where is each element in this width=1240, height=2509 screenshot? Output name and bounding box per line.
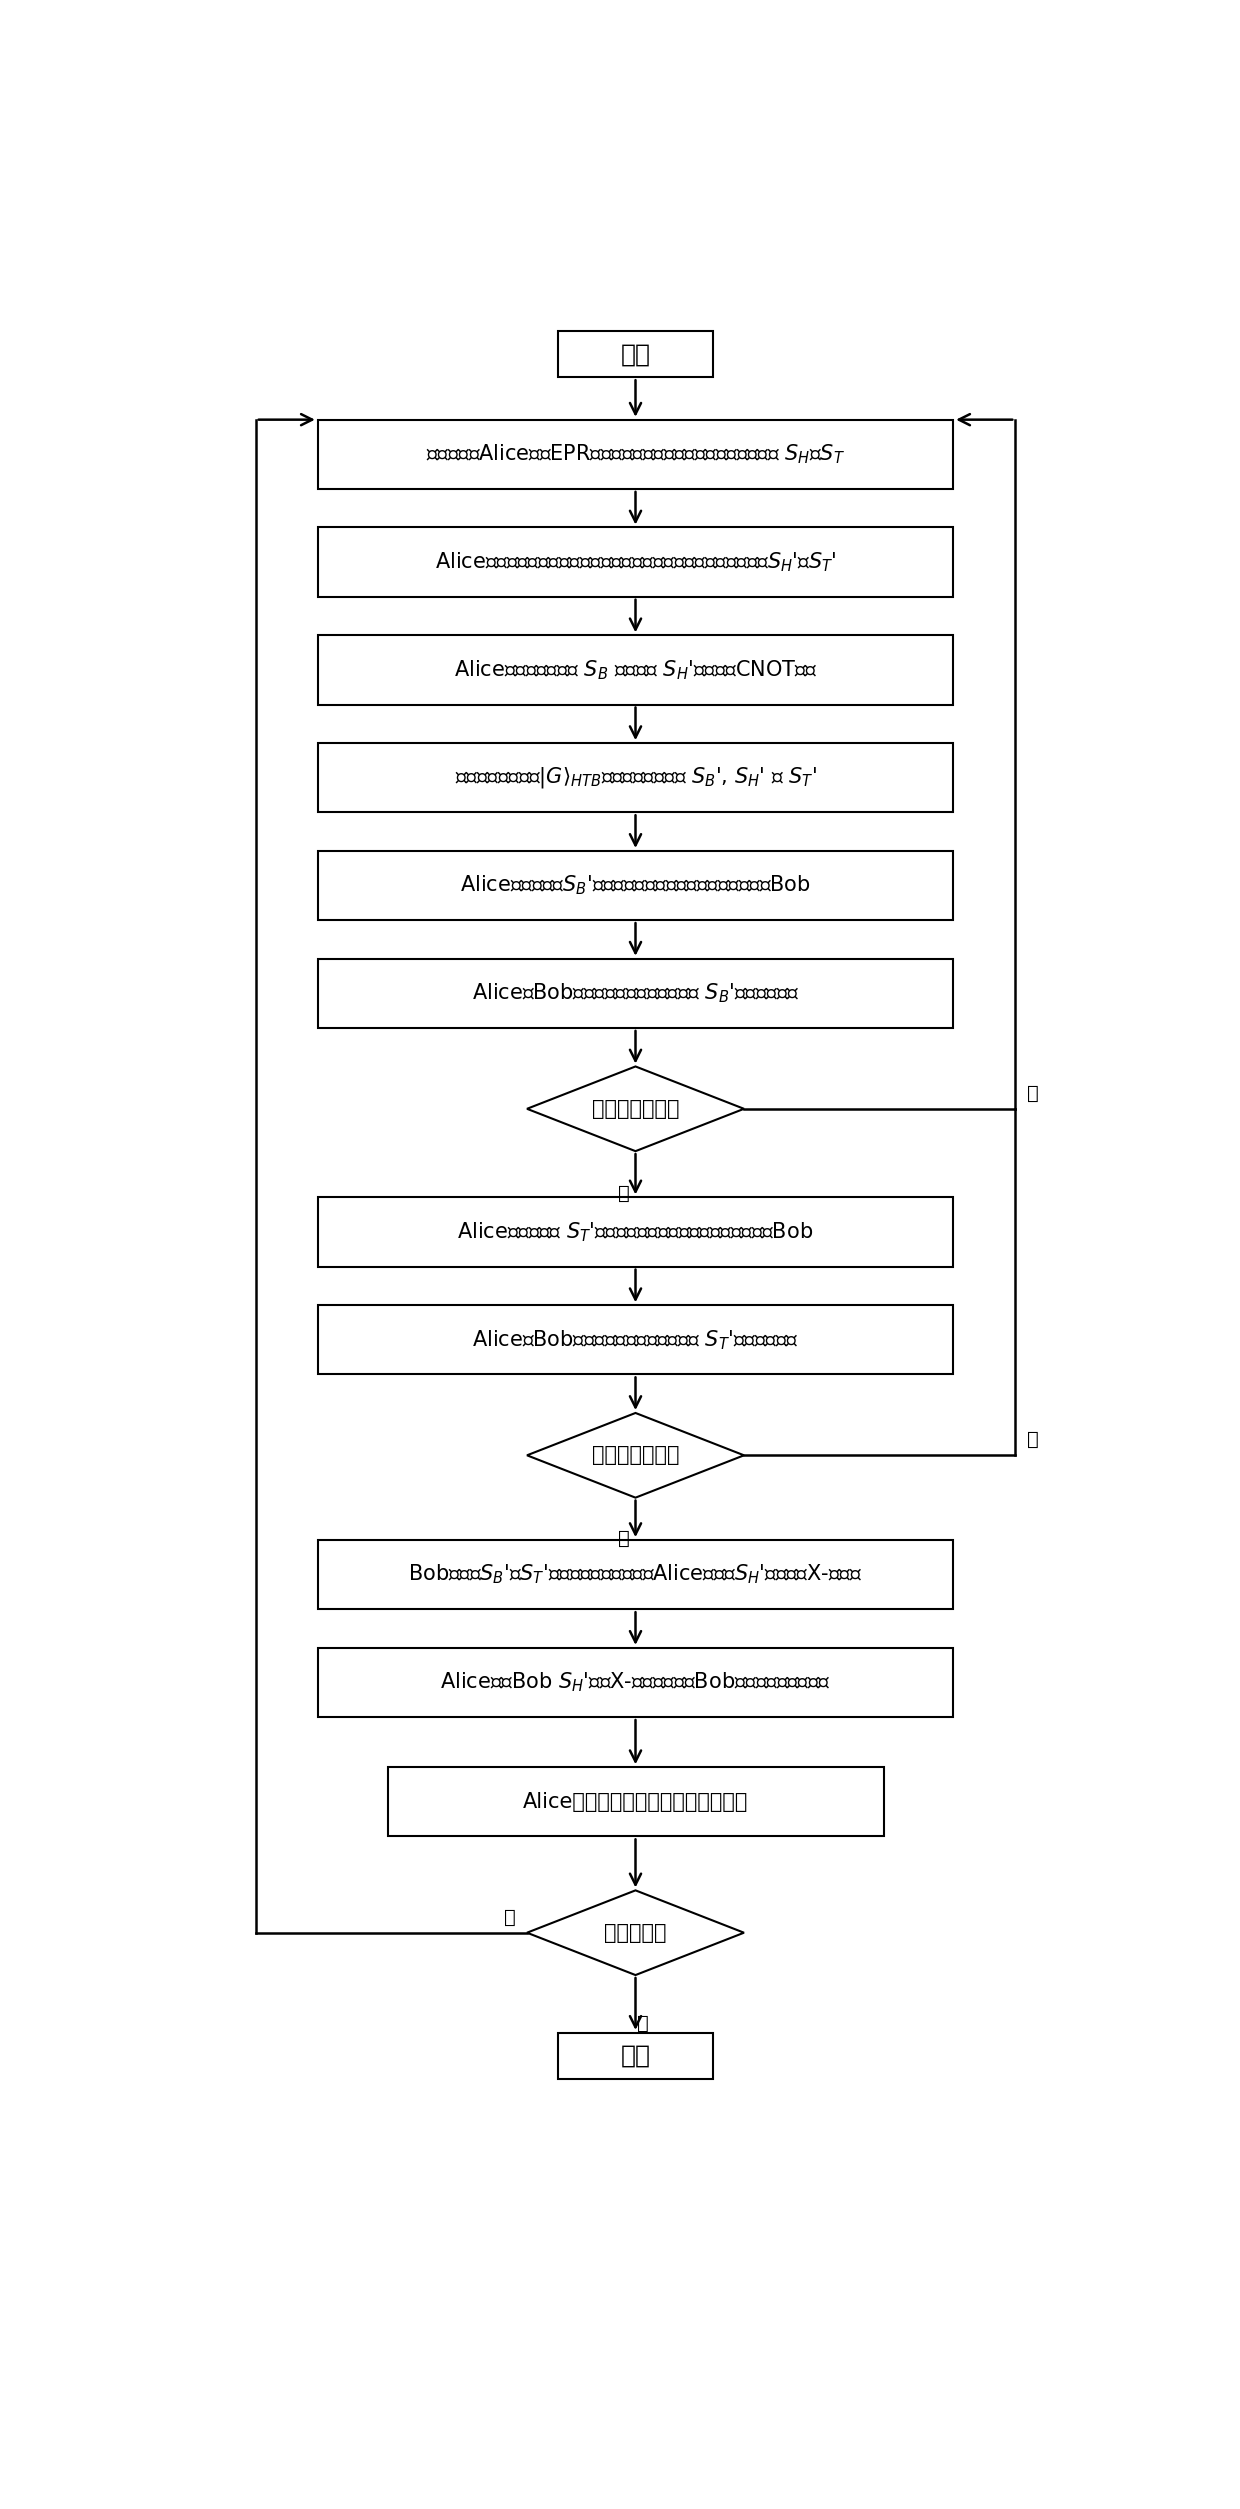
Text: 否: 否: [1027, 1430, 1039, 1450]
Bar: [317, 1648, 954, 1716]
Text: Alice告知Bob $S_H$'序列X-基测量结果，Bob最终解码出秘密消息: Alice告知Bob $S_H$'序列X-基测量结果，Bob最终解码出秘密消息: [440, 1671, 831, 1694]
Text: 信息发送方Alice制备EPR光子对，并将其分成两个有序的光子序列 $S_H$和$S_T$: 信息发送方Alice制备EPR光子对，并将其分成两个有序的光子序列 $S_H$和…: [427, 442, 844, 467]
Bar: [387, 1766, 883, 1837]
Bar: [317, 1541, 954, 1608]
Text: 是否安全传输？: 是否安全传输？: [591, 1099, 680, 1119]
Bar: [317, 851, 954, 921]
Text: Alice向光子序列 $S_T$'随机插入诱骗态，并发送给信息接收者Bob: Alice向光子序列 $S_T$'随机插入诱骗态，并发送给信息接收者Bob: [458, 1219, 813, 1244]
Text: Bob对序列$S_B$'和$S_T$'执行联合贝尔基测量，Alice对手中$S_H$'序列执行X-基测量: Bob对序列$S_B$'和$S_T$'执行联合贝尔基测量，Alice对手中$S_…: [408, 1563, 863, 1586]
Text: Alice终止协议进程，并检查有关线路: Alice终止协议进程，并检查有关线路: [523, 1791, 748, 1811]
Bar: [558, 331, 713, 376]
Text: 结束: 结束: [620, 2045, 651, 2067]
Text: Alice和Bob执行第一次窃听检测，检查 $S_B$'传输的安全性: Alice和Bob执行第一次窃听检测，检查 $S_B$'传输的安全性: [471, 981, 800, 1006]
Text: 是: 是: [618, 1184, 630, 1202]
Text: 否: 否: [637, 2015, 649, 2032]
Polygon shape: [527, 1413, 744, 1498]
Polygon shape: [527, 1066, 744, 1152]
Bar: [317, 1197, 954, 1267]
Text: Alice和Bob执行第二次窃听检测，检查 $S_T$'传输的安全性: Alice和Bob执行第二次窃听检测，检查 $S_T$'传输的安全性: [472, 1327, 799, 1352]
Text: Alice对两光子序列执行幺正操作来编码秘密信息，光子序列更新为$S_H$'和$S_T$': Alice对两光子序列执行幺正操作来编码秘密信息，光子序列更新为$S_H$'和$…: [435, 549, 836, 575]
Text: Alice制备单光子序列 $S_B$ ，并联合 $S_H$'序列执行CNOT操作: Alice制备单光子序列 $S_B$ ，并联合 $S_H$'序列执行CNOT操作: [454, 657, 817, 682]
Bar: [317, 527, 954, 597]
Text: 是否继续？: 是否继续？: [604, 1922, 667, 1942]
Text: 是: 是: [503, 1907, 516, 1927]
Text: 形成三粒子纠缠态$|G\rangle_{HTB}$，光子序列更新为 $S_B$', $S_H$' 和 $S_T$': 形成三粒子纠缠态$|G\rangle_{HTB}$，光子序列更新为 $S_B$'…: [455, 765, 816, 790]
Bar: [317, 419, 954, 489]
Text: 是: 是: [618, 1528, 630, 1548]
Bar: [317, 635, 954, 705]
Text: Alice向光子序列$S_B$'随机插入诱骗态，并发送给信息接收者Bob: Alice向光子序列$S_B$'随机插入诱骗态，并发送给信息接收者Bob: [460, 873, 811, 898]
Bar: [317, 743, 954, 813]
Bar: [317, 958, 954, 1029]
Text: 否: 否: [1027, 1084, 1039, 1104]
Text: 开始: 开始: [620, 341, 651, 366]
Bar: [317, 1305, 954, 1375]
Text: 是否安全传输？: 是否安全传输？: [591, 1445, 680, 1465]
Polygon shape: [527, 1889, 744, 1975]
Bar: [558, 2032, 713, 2080]
